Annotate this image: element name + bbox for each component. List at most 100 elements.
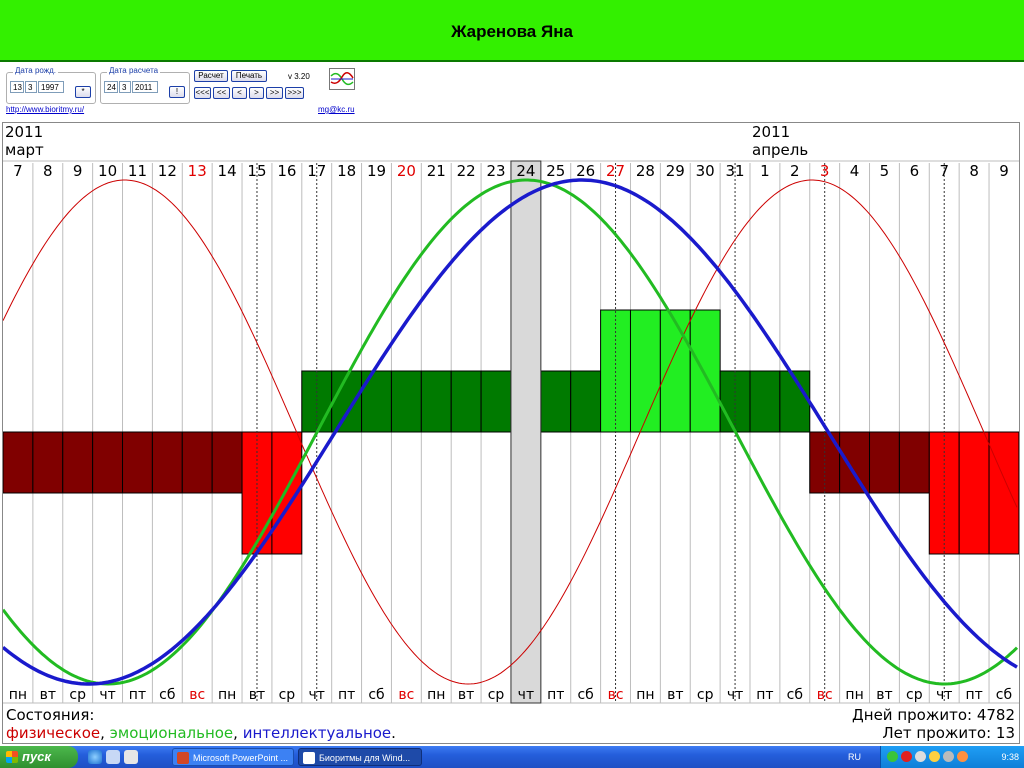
calc-date-group: Дата расчета 24 3 2011 ! <box>100 66 190 104</box>
day-number: 9 <box>999 162 1009 180</box>
day-number: 4 <box>850 162 860 180</box>
state-bar <box>420 370 452 433</box>
pechat-button[interactable]: Печать <box>231 70 267 82</box>
legend-item: эмоциональное <box>110 724 234 742</box>
calc-date-label: Дата расчета <box>107 66 161 75</box>
start-label: пуск <box>22 749 51 764</box>
day-number: 17 <box>307 162 326 180</box>
weekday-label: пн <box>9 687 27 703</box>
calc-date-button[interactable]: ! <box>169 86 185 98</box>
state-bar <box>570 370 602 433</box>
month-year-label: 2011 <box>5 123 43 141</box>
settings-icon[interactable] <box>943 751 954 762</box>
state-bar <box>450 370 482 433</box>
nav-first-button[interactable]: <<< <box>194 87 211 99</box>
site-link[interactable]: http://www.bioritmy.ru/ <box>6 105 85 114</box>
weekday-label: чт <box>936 687 952 703</box>
media-icon[interactable] <box>124 750 138 764</box>
weekday-label: пн <box>427 687 445 703</box>
weekday-label: вт <box>876 687 892 703</box>
weekday-label: чт <box>727 687 743 703</box>
weekday-label: вт <box>667 687 683 703</box>
state-bar <box>898 431 930 494</box>
task-biorhythm[interactable]: Биоритмы для Wind... <box>298 748 422 766</box>
chart-svg: 2011март2011апрель7пн8вт9ср10чт11пт12сб1… <box>3 123 1019 742</box>
title-bar: Жаренова Яна <box>0 0 1024 62</box>
nav-next-button[interactable]: > <box>249 87 264 99</box>
day-number: 18 <box>337 162 356 180</box>
nav-prev2-button[interactable]: << <box>213 87 230 99</box>
weekday-label: пн <box>218 687 236 703</box>
day-number: 27 <box>606 162 625 180</box>
mail-link[interactable]: mg@kc.ru <box>318 105 355 114</box>
version-label: v 3.20 <box>288 72 310 81</box>
day-number: 28 <box>636 162 655 180</box>
security-icon[interactable] <box>915 751 926 762</box>
day-number: 14 <box>218 162 237 180</box>
day-number: 21 <box>427 162 446 180</box>
raschet-button[interactable]: Расчет <box>194 70 228 82</box>
task-powerpoint[interactable]: Microsoft PowerPoint ... <box>172 748 294 766</box>
powerpoint-icon <box>177 752 189 764</box>
nav-last-button[interactable]: >>> <box>285 87 304 99</box>
state-bar <box>62 431 94 494</box>
calc-year-field[interactable]: 2011 <box>132 81 158 93</box>
weekday-label: пн <box>845 687 863 703</box>
system-tray: 9:38 <box>880 746 1024 768</box>
network-icon[interactable] <box>887 751 898 762</box>
state-bar <box>211 431 243 494</box>
controls-panel: Дата рожд. 13 3 1997 * Дата расчета 24 3… <box>0 62 1024 122</box>
weekday-label: сб <box>787 687 803 703</box>
weekday-label: вс <box>189 687 205 703</box>
weekday-label: ср <box>906 687 923 703</box>
desktop-icon[interactable] <box>106 750 120 764</box>
birth-year-field[interactable]: 1997 <box>38 81 64 93</box>
weekday-label: чт <box>99 687 115 703</box>
day-number: 10 <box>98 162 117 180</box>
calc-day-field[interactable]: 24 <box>104 81 118 93</box>
weekday-label: сб <box>368 687 384 703</box>
start-button[interactable]: пуск <box>0 746 78 768</box>
day-number: 7 <box>939 162 949 180</box>
weekday-label: ср <box>488 687 505 703</box>
days-lived: Дней прожито: 4782 <box>852 706 1015 724</box>
month-name-label: апрель <box>752 141 808 159</box>
birth-day-field[interactable]: 13 <box>10 81 24 93</box>
biorhythm-icon[interactable] <box>329 68 355 90</box>
day-number: 11 <box>128 162 147 180</box>
state-bar <box>659 309 691 433</box>
weekday-label: пт <box>965 687 982 703</box>
weekday-label: сб <box>577 687 593 703</box>
state-bar <box>749 370 781 433</box>
language-indicator[interactable]: RU <box>848 752 861 762</box>
user-icon[interactable] <box>957 751 968 762</box>
state-bar <box>151 431 183 494</box>
day-number: 31 <box>726 162 745 180</box>
nav-next2-button[interactable]: >> <box>266 87 283 99</box>
weekday-label: пт <box>756 687 773 703</box>
nav-prev-button[interactable]: < <box>232 87 247 99</box>
state-bar <box>988 431 1019 555</box>
weekday-label: ср <box>279 687 296 703</box>
weekday-label: вт <box>458 687 474 703</box>
calc-month-field[interactable]: 3 <box>119 81 131 93</box>
ie-icon[interactable] <box>88 750 102 764</box>
state-bar <box>92 431 124 494</box>
biorhythm-chart: 2011 март 2011 апрель 7 пн 8 вт 9 ср 10 чт 11 пт 12 сб 1… <box>2 122 1020 744</box>
day-number: 7 <box>13 162 23 180</box>
day-number: 8 <box>43 162 53 180</box>
years-lived: Лет прожито: 13 <box>882 724 1015 742</box>
weekday-label: вт <box>249 687 265 703</box>
person-name: Жаренова Яна <box>451 22 573 41</box>
state-bar <box>122 431 153 494</box>
birth-month-field[interactable]: 3 <box>25 81 37 93</box>
weekday-label: пт <box>129 687 146 703</box>
update-icon[interactable] <box>929 751 940 762</box>
intellectual-curve <box>3 178 1018 686</box>
day-number: 22 <box>457 162 476 180</box>
volume-icon[interactable] <box>901 751 912 762</box>
weekday-label: ср <box>697 687 714 703</box>
birth-date-button[interactable]: * <box>75 86 91 98</box>
day-number: 6 <box>910 162 920 180</box>
state-bar <box>839 431 871 494</box>
